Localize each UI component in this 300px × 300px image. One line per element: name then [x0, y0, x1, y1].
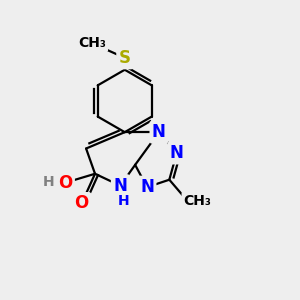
Text: CH₃: CH₃ — [78, 36, 106, 50]
Text: H: H — [43, 175, 55, 189]
Text: O: O — [58, 174, 72, 192]
Text: N: N — [140, 178, 154, 196]
Text: N: N — [113, 177, 127, 195]
Text: CH₃: CH₃ — [184, 194, 212, 208]
Text: S: S — [119, 49, 131, 67]
Text: O: O — [74, 194, 89, 212]
Text: N: N — [152, 123, 166, 141]
Text: N: N — [170, 144, 184, 162]
Text: H: H — [117, 194, 129, 208]
